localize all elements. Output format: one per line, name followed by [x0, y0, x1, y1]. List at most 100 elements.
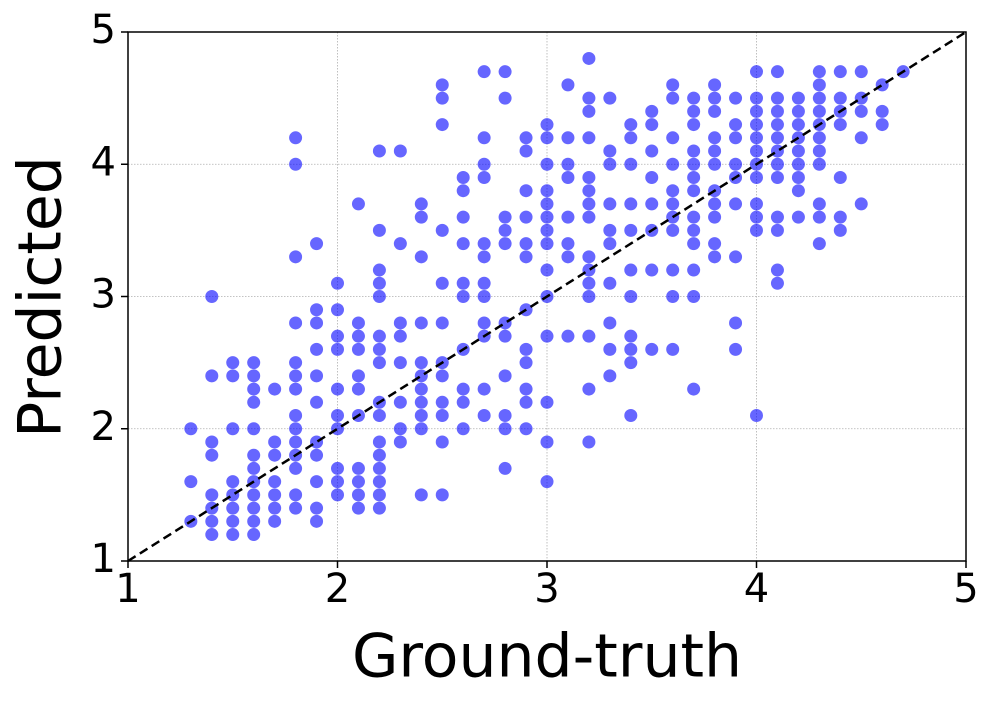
point — [372, 263, 386, 277]
point — [456, 184, 470, 198]
point — [582, 184, 596, 198]
point — [624, 131, 638, 145]
point — [289, 316, 303, 330]
point — [519, 210, 533, 224]
x-tick-label: 2 — [325, 566, 350, 612]
point — [770, 170, 784, 184]
point — [750, 65, 763, 79]
point — [770, 131, 784, 145]
point — [666, 342, 680, 356]
point — [854, 91, 868, 105]
point — [289, 422, 303, 436]
point — [289, 461, 303, 475]
point — [268, 448, 282, 462]
point — [331, 475, 344, 489]
point — [226, 475, 240, 489]
point — [582, 250, 596, 264]
point — [414, 356, 428, 370]
point — [477, 290, 491, 303]
point — [750, 118, 763, 132]
point — [205, 514, 219, 528]
x-tick-label: 5 — [953, 566, 978, 612]
point — [582, 210, 596, 224]
point — [477, 409, 491, 423]
point — [247, 395, 261, 409]
point — [708, 104, 722, 118]
point — [540, 118, 554, 132]
point — [540, 329, 554, 343]
point — [351, 197, 365, 211]
point — [708, 197, 722, 211]
y-tick-label: 2 — [91, 404, 116, 450]
point — [708, 78, 722, 92]
point — [687, 170, 701, 184]
point — [393, 237, 407, 251]
point — [603, 276, 617, 290]
point — [310, 237, 324, 251]
point — [435, 316, 449, 330]
point — [812, 197, 826, 211]
y-axis-label: Predicted — [6, 156, 76, 438]
point — [519, 342, 533, 356]
point — [498, 237, 512, 251]
x-tick-label: 3 — [534, 566, 559, 612]
point — [624, 118, 638, 132]
point — [624, 342, 638, 356]
point — [351, 342, 365, 356]
point — [372, 488, 386, 502]
point — [770, 144, 784, 158]
point — [289, 131, 303, 145]
point — [205, 369, 219, 383]
point — [812, 210, 826, 224]
point — [226, 356, 240, 370]
point — [435, 91, 449, 105]
point — [582, 435, 596, 449]
point — [372, 329, 386, 343]
point — [226, 501, 240, 515]
point — [729, 131, 743, 145]
point — [603, 197, 617, 211]
point — [645, 197, 659, 211]
point — [519, 184, 533, 198]
point — [268, 475, 282, 489]
point — [812, 144, 826, 158]
point — [310, 342, 324, 356]
point — [708, 131, 722, 145]
point — [750, 197, 763, 211]
point — [708, 157, 722, 171]
point — [812, 78, 826, 92]
point — [498, 422, 512, 436]
point — [372, 448, 386, 462]
point — [435, 435, 449, 449]
point — [750, 223, 763, 237]
point — [770, 104, 784, 118]
x-tick-label: 1 — [115, 566, 140, 612]
point — [393, 435, 407, 449]
point — [540, 197, 554, 211]
y-tick-label: 5 — [91, 7, 116, 53]
point — [289, 488, 303, 502]
point — [310, 448, 324, 462]
point — [435, 369, 449, 383]
point — [666, 263, 680, 277]
point — [268, 488, 282, 502]
point — [729, 316, 743, 330]
point — [645, 263, 659, 277]
point — [372, 435, 386, 449]
point — [687, 210, 701, 224]
point — [561, 210, 575, 224]
point — [666, 197, 680, 211]
point — [875, 104, 889, 118]
point — [498, 316, 512, 330]
point — [750, 104, 763, 118]
point — [666, 223, 680, 237]
point — [498, 223, 512, 237]
point — [540, 435, 554, 449]
point — [854, 104, 868, 118]
point — [331, 303, 344, 317]
point — [603, 342, 617, 356]
point — [226, 488, 240, 502]
point — [456, 210, 470, 224]
point — [750, 210, 763, 224]
point — [498, 329, 512, 343]
